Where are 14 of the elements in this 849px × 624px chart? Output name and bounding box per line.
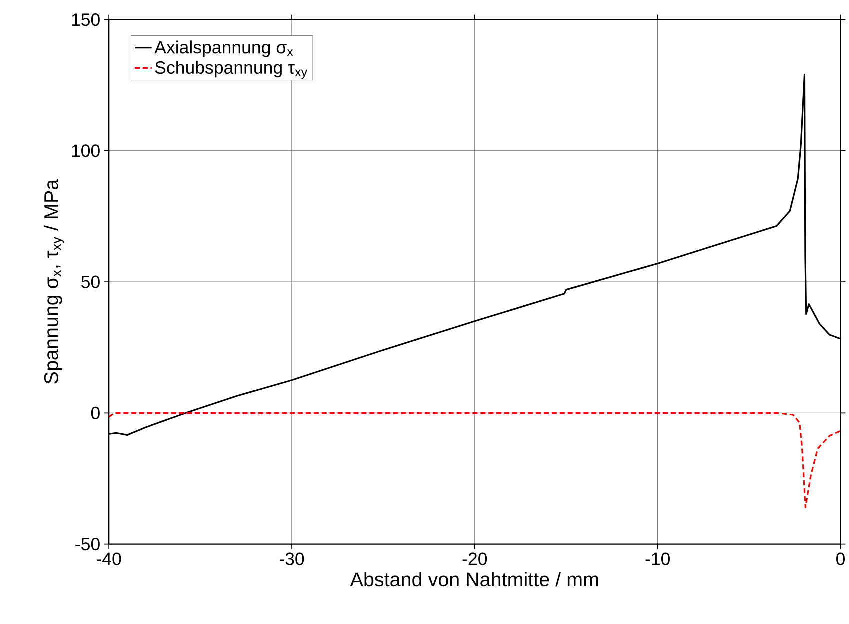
legend-label: Schubspannung τ$_{xy}$ bbox=[155, 61, 308, 80]
x-axis-title: Abstand von Nahtmitte / mm bbox=[350, 572, 598, 587]
x-tick-label: -40 bbox=[97, 552, 122, 566]
y-tick-label: 50 bbox=[82, 276, 100, 289]
x-tick-label: -10 bbox=[646, 552, 670, 566]
y-tick-label: 100 bbox=[72, 144, 100, 158]
x-tick-label: 0 bbox=[836, 552, 846, 566]
y-tick-label: 0 bbox=[91, 407, 100, 420]
legend-label: Axialspannung σ$_{x}$ bbox=[154, 40, 294, 58]
y-tick-label: -50 bbox=[76, 538, 100, 551]
x-tick-label: -30 bbox=[280, 552, 304, 566]
x-tick-label: -20 bbox=[462, 552, 488, 566]
y-tick-label: 150 bbox=[72, 14, 100, 26]
y-axis-title: Spannung σ$_{x}$, τ$_{xy}$ / MPa bbox=[44, 180, 64, 384]
